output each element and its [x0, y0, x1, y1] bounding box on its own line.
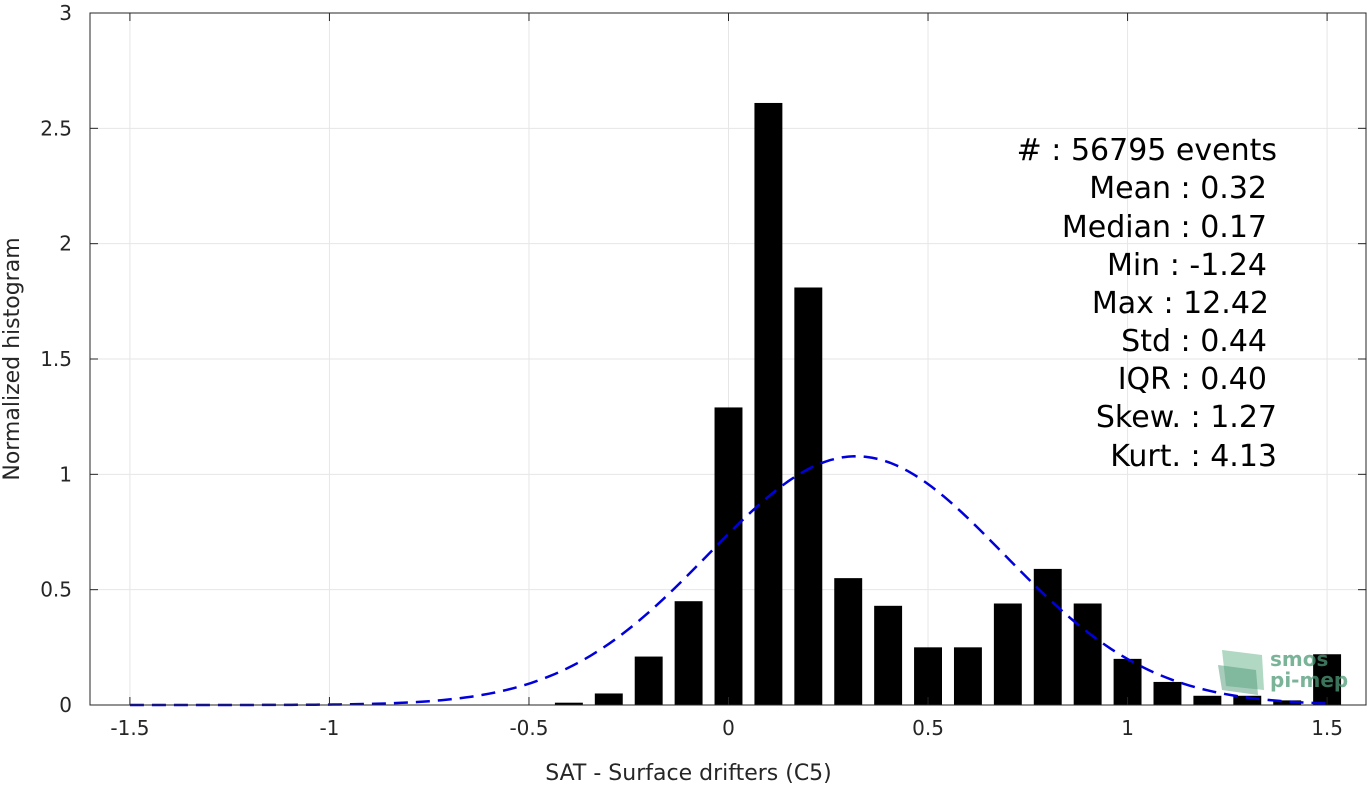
y-tick-label: 1.5: [40, 347, 72, 371]
stats-line: Mean : 0.32: [1089, 171, 1267, 206]
x-tick-label: 0: [722, 716, 735, 740]
stats-line: Skew. : 1.27: [1096, 400, 1277, 435]
x-tick-label: -1.5: [110, 716, 149, 740]
stats-line: Std : 0.44: [1121, 324, 1267, 359]
y-tick-label: 1: [59, 462, 72, 486]
stats-line: Max : 12.42: [1092, 286, 1269, 321]
histogram-bar: [1233, 695, 1262, 705]
stats-line: Min : -1.24: [1107, 248, 1267, 283]
histogram-bar: [914, 647, 942, 705]
x-tick-label: 1: [1121, 716, 1134, 740]
histogram-bar: [594, 693, 623, 705]
histogram-bar: [754, 102, 783, 705]
y-tick-label: 2: [59, 232, 72, 256]
histogram-bar: [714, 407, 743, 705]
histogram-bar: [1313, 654, 1342, 705]
stats-line: Kurt. : 4.13: [1110, 439, 1277, 474]
histogram-bar: [834, 578, 863, 705]
histogram-bar: [953, 647, 982, 705]
y-tick-label: 0: [59, 693, 72, 717]
logo-wave-icon: [1218, 665, 1258, 695]
histogram-bar: [1033, 568, 1062, 705]
stats-line: # : 56795 events: [1017, 133, 1277, 168]
histogram-bar: [1273, 700, 1302, 705]
histogram-bar: [1193, 695, 1222, 705]
histogram-bar: [1153, 681, 1182, 705]
x-tick-label: -1: [319, 716, 339, 740]
histogram-bar: [634, 656, 663, 705]
x-tick-label: -0.5: [509, 716, 548, 740]
x-tick-label: 0.5: [912, 716, 944, 740]
histogram-bar: [554, 702, 583, 705]
histogram-bar: [993, 603, 1022, 705]
y-tick-label: 2.5: [40, 116, 72, 140]
stats-line: IQR : 0.40: [1118, 362, 1267, 397]
y-axis-ticks: 0 0.5 1 1.5 2 2.5 3: [40, 1, 1366, 717]
y-tick-label: 3: [59, 1, 72, 25]
logo-text-pimep: pi-mep: [1270, 668, 1348, 692]
x-axis-label: SAT - Surface drifters (C5): [545, 761, 832, 785]
histogram-bar: [874, 605, 903, 705]
y-tick-label: 0.5: [40, 578, 72, 602]
stats-line: Median : 0.17: [1062, 210, 1267, 245]
x-tick-label: 1.5: [1311, 716, 1343, 740]
histogram-bar: [1073, 603, 1102, 705]
histogram-bar: [674, 601, 703, 705]
logo-text-smos: smos: [1270, 647, 1328, 671]
x-axis-ticks: -1.5 -1 -0.5 0 0.5 1 1.5: [110, 13, 1343, 740]
y-axis-label: Normalized histogram: [0, 237, 25, 480]
bars: [554, 102, 1342, 705]
histogram-bar: [794, 287, 823, 705]
